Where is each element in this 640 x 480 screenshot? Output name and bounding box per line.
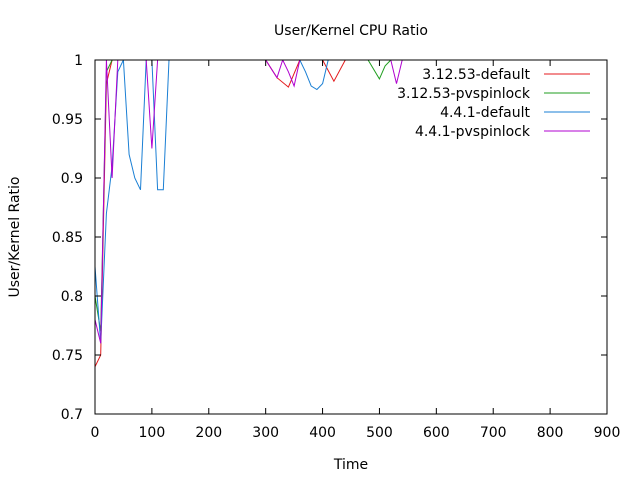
- x-tick-label: 200: [195, 425, 222, 441]
- x-tick-label: 100: [139, 425, 166, 441]
- legend-label: 3.12.53-pvspinlock: [397, 86, 531, 102]
- legend: 3.12.53-default 3.12.53-pvspinlock 4.4.1-d…: [397, 67, 590, 140]
- y-tick-label: 0.75: [52, 348, 83, 364]
- x-tick-label: 400: [309, 425, 336, 441]
- tick-layer: 0 100 200 300 400 500 600 700 800 900 0.7 0.75 0.8 0.…: [52, 53, 621, 441]
- x-tick-label: 500: [366, 425, 393, 441]
- y-tick-label: 0.85: [52, 230, 83, 246]
- series-line-1: [95, 60, 357, 368]
- x-tick-label: 800: [537, 425, 564, 441]
- x-axis-label: Time: [333, 457, 368, 473]
- x-tick-label: 0: [91, 425, 100, 441]
- plot-area-frame: [94, 59, 608, 415]
- legend-label: 4.4.1-default: [440, 105, 530, 121]
- y-tick-label: 0.7: [61, 407, 83, 423]
- series-layer: [95, 60, 414, 368]
- x-tick-label: 700: [480, 425, 507, 441]
- series-line-4: [95, 60, 414, 344]
- x-tick-label: 900: [594, 425, 621, 441]
- series-line-3: [95, 60, 340, 344]
- chart-title: User/Kernel CPU Ratio: [274, 23, 428, 39]
- y-tick-label: 0.8: [61, 289, 83, 305]
- y-axis-label: User/Kernel Ratio: [7, 176, 23, 297]
- series-line-2: [95, 60, 414, 332]
- x-tick-label: 300: [252, 425, 279, 441]
- legend-label: 3.12.53-default: [422, 67, 530, 83]
- y-tick-label: 1: [74, 53, 83, 69]
- y-tick-label: 0.95: [52, 112, 83, 128]
- x-tick-label: 600: [423, 425, 450, 441]
- y-tick-label: 0.9: [61, 171, 83, 187]
- legend-label: 4.4.1-pvspinlock: [415, 124, 531, 140]
